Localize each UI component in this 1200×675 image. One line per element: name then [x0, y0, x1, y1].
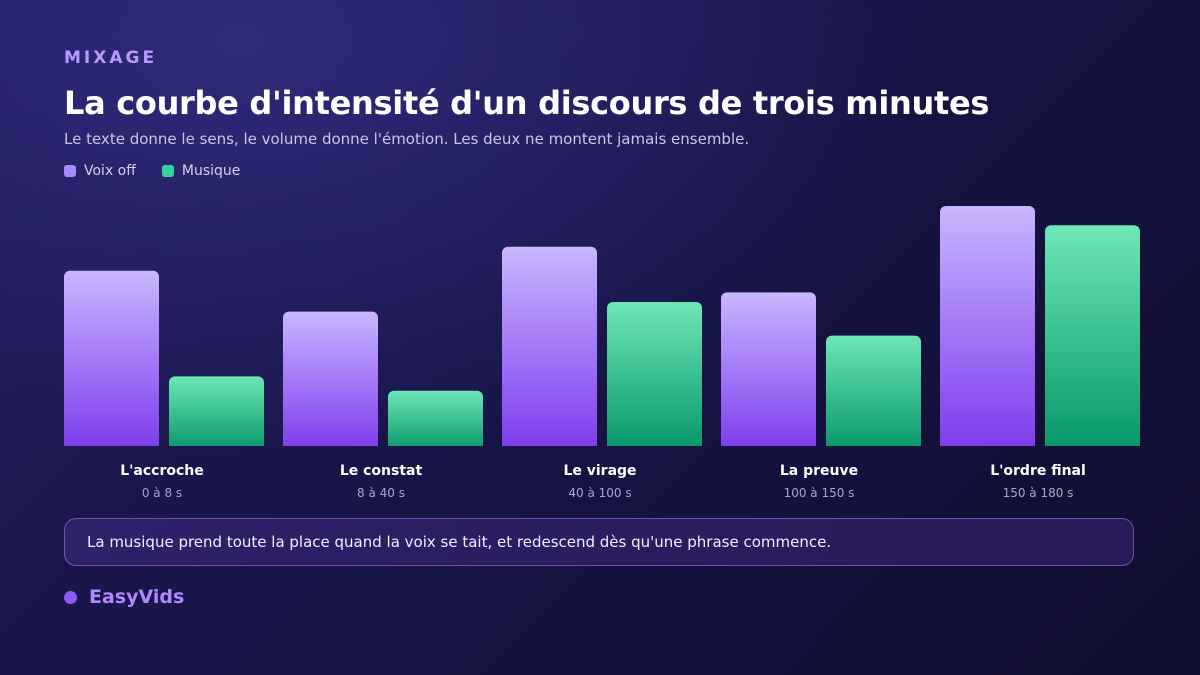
chart-legend: Voix off Musique — [64, 163, 240, 179]
music-bar-3 — [607, 302, 702, 446]
voice-bar-2 — [283, 311, 378, 446]
category-label: L'ordre final — [990, 463, 1086, 479]
legend-label-music: Musique — [181, 163, 241, 179]
legend-label-voice: Voix off — [84, 163, 136, 179]
legend-swatch-music — [161, 165, 174, 177]
insight-note-text: La musique prend toute la place quand la… — [87, 533, 832, 551]
category-time-range: 8 à 40 s — [357, 486, 405, 500]
music-bar-1 — [169, 376, 264, 446]
music-bar-5 — [1045, 225, 1140, 446]
section-eyebrow: MIXAGE — [64, 48, 158, 68]
legend-item-voice: Voix off — [64, 163, 136, 179]
legend-item-music: Musique — [161, 163, 241, 179]
voice-bar-1 — [64, 270, 159, 446]
category-time-range: 40 à 100 s — [568, 486, 631, 500]
music-bar-4 — [826, 335, 921, 446]
bar-chart: L'accroche 0 à 8 s Le constat 8 à 40 s Le vi… — [64, 206, 1140, 500]
voice-bar-3 — [502, 246, 597, 446]
category-time-range: 0 à 8 s — [142, 486, 182, 500]
category-label: L'accroche — [120, 463, 204, 479]
legend-swatch-voice — [64, 165, 76, 177]
category-time-range: 100 à 150 s — [784, 486, 855, 500]
voice-bar-5 — [940, 206, 1035, 446]
voice-bar-4 — [721, 292, 816, 446]
category-label: Le constat — [340, 463, 423, 479]
brand: EasyVids — [64, 586, 184, 608]
category-time-range: 150 à 180 s — [1003, 486, 1074, 500]
insight-note: La musique prend toute la place quand la… — [64, 518, 1134, 566]
category-label: La preuve — [780, 463, 858, 479]
chart-subtitle: Le texte donne le sens, le volume donne … — [64, 130, 750, 148]
brand-name: EasyVids — [89, 586, 185, 608]
music-bar-2 — [388, 390, 483, 446]
chart-title: La courbe d'intensité d'un discours de t… — [64, 84, 990, 122]
brand-dot-icon — [64, 590, 77, 604]
category-label: Le virage — [563, 463, 636, 479]
